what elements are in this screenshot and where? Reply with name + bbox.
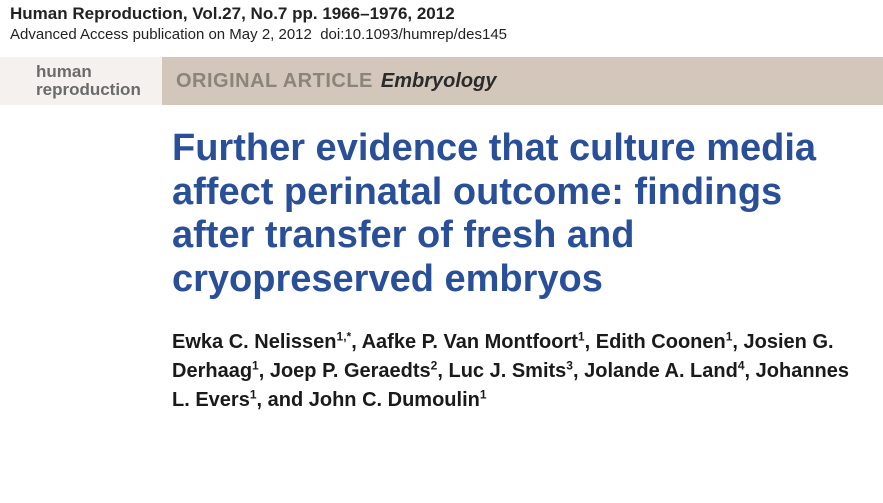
- authors-block: Ewka C. Nelissen1,*, Aafke P. Van Montfo…: [0, 302, 883, 415]
- access-line: Advanced Access publication on May 2, 20…: [10, 26, 873, 43]
- author-name: Ewka C. Nelissen: [172, 331, 337, 353]
- author-affil: 1: [578, 329, 585, 343]
- authors-list: Ewka C. Nelissen1,*, Aafke P. Van Montfo…: [172, 328, 853, 415]
- author-affil: 1: [250, 387, 257, 401]
- author-name: Aafke P. Van Montfoort: [362, 331, 578, 353]
- brand-line-1: human: [36, 63, 156, 81]
- author-name: Luc J. Smits: [448, 360, 566, 382]
- brand-line-2: reproduction: [36, 81, 156, 99]
- author-affil: 3: [566, 358, 573, 372]
- section-band: human reproduction ORIGINAL ARTICLE Embr…: [0, 57, 883, 105]
- title-block: Further evidence that culture media affe…: [0, 105, 883, 302]
- journal-citation: Human Reproduction, Vol.27, No.7 pp. 196…: [10, 4, 873, 24]
- author-affil: 4: [738, 358, 745, 372]
- author-affil: 1: [480, 387, 487, 401]
- author-name: Edith Coonen: [596, 331, 726, 353]
- article-topic: Embryology: [381, 70, 497, 93]
- article-type-label: ORIGINAL ARTICLE: [176, 70, 373, 93]
- author-name: Joep P. Geraedts: [270, 360, 431, 382]
- author-affil: 1: [252, 358, 259, 372]
- header-meta: Human Reproduction, Vol.27, No.7 pp. 196…: [0, 0, 883, 43]
- author-affil: 2: [431, 358, 438, 372]
- article-title: Further evidence that culture media affe…: [172, 127, 853, 302]
- author-affil: 1,*: [337, 329, 352, 343]
- author-name: Jolande A. Land: [584, 360, 738, 382]
- section-heading: ORIGINAL ARTICLE Embryology: [162, 57, 883, 105]
- author-affil: 1: [726, 329, 733, 343]
- author-name: John C. Dumoulin: [309, 389, 480, 411]
- journal-brand: human reproduction: [0, 57, 162, 105]
